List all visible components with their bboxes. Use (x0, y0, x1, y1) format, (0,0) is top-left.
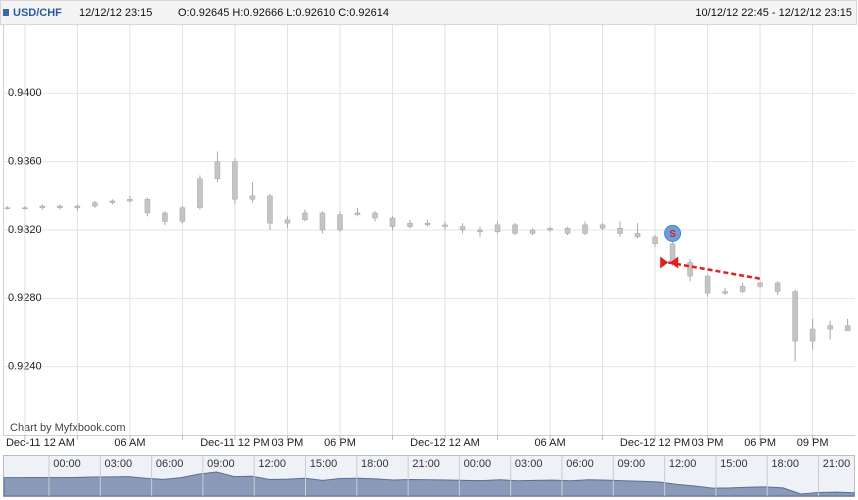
candle-body (337, 214, 343, 231)
x-tick-label: Dec-11 12 PM (200, 437, 270, 449)
trade-entry-marker (660, 256, 679, 269)
x-tick-label: 06 PM (744, 437, 776, 449)
range-end: 12/12/12 23:15 (779, 7, 852, 19)
candle-body (442, 224, 448, 227)
candle-body (652, 236, 658, 244)
navigator-label: 03:00 (105, 458, 133, 470)
navigator-label: 18:00 (771, 458, 799, 470)
candle-body (372, 212, 378, 219)
candle-body (39, 205, 46, 209)
navigator-label: 06:00 (156, 458, 184, 470)
candle-body (792, 291, 798, 342)
candle-body (4, 207, 11, 210)
navigator-label: 12:00 (669, 458, 697, 470)
navigator-label: 00:00 (464, 458, 492, 470)
navigator-label: 21:00 (823, 458, 851, 470)
candle-body (547, 228, 553, 231)
candle-body (57, 205, 63, 209)
x-tick-label: Dec-11 12 AM (6, 437, 75, 449)
candle-body (162, 212, 168, 222)
navigator-label: 18:00 (361, 458, 389, 470)
x-tick-label: Dec-12 12 PM (620, 437, 690, 449)
candle-body (529, 229, 536, 234)
x-tick-label: 06 AM (114, 437, 145, 449)
candle-body (687, 262, 693, 277)
candle-body (389, 217, 396, 227)
candle-body (22, 207, 28, 210)
header-range: 10/12/12 22:45 - 12/12/12 23:15 (695, 7, 852, 19)
navigator-label: 00:00 (53, 458, 81, 470)
candle-body (249, 195, 256, 200)
candle-body (774, 282, 781, 292)
symbol-icon (3, 9, 9, 16)
candle-body (844, 325, 851, 332)
x-tick-label: 06 AM (534, 437, 565, 449)
navigator-label: 15:00 (720, 458, 748, 470)
candle-body (757, 282, 763, 287)
candle-body (354, 212, 361, 215)
navigator-label: 21:00 (412, 458, 440, 470)
candle-body (267, 195, 273, 224)
candle-body (319, 212, 326, 231)
navigator-label: 15:00 (310, 458, 338, 470)
candle-body (564, 228, 571, 234)
navigator-label: 03:00 (515, 458, 543, 470)
candle-body (634, 233, 641, 238)
navigator-label: 06:00 (566, 458, 594, 470)
candle-body (582, 224, 588, 234)
candle-body (809, 328, 816, 342)
candle-body (92, 202, 98, 207)
candle-body (494, 224, 501, 232)
candle-body (459, 226, 466, 231)
candle-body (232, 161, 238, 200)
header-bar (0, 0, 857, 25)
x-tick-label: 03 PM (692, 437, 724, 449)
candle-body (214, 161, 221, 180)
candle-body (512, 224, 518, 234)
navigator-area (3, 471, 855, 497)
candle-body (599, 224, 606, 229)
symbol: USD/CHF (13, 7, 62, 19)
candle-body (74, 205, 81, 209)
navigator-label: 09:00 (207, 458, 235, 470)
candle-body (197, 178, 203, 209)
candle-body (144, 199, 151, 214)
x-tick-label: 06 PM (324, 437, 356, 449)
x-tick-label: Dec-12 12 AM (410, 437, 480, 449)
x-tick-label: 03 PM (272, 437, 304, 449)
range-start: 10/12/12 22:45 (695, 7, 768, 19)
header-ohlc: O:0.92645 H:0.92666 L:0.92610 C:0.92614 (178, 7, 389, 19)
candle-body (827, 325, 833, 330)
candle-body (722, 291, 728, 294)
header-time: 12/12/12 23:15 (79, 7, 152, 19)
credit: Chart by Myfxbook.com (10, 422, 126, 434)
candle-body (302, 212, 308, 221)
navigator-label: 12:00 (258, 458, 286, 470)
candle-body (407, 222, 413, 227)
candle-body (127, 199, 133, 202)
candle-body (739, 286, 746, 292)
candle-body (617, 228, 623, 234)
candle-body (109, 200, 116, 203)
annotation-label: S (669, 229, 676, 240)
navigator: 00:00 03:00 06:00 09:00 12:00 15:00 18:00 21:00… (3, 455, 855, 497)
x-tick-label: 09 PM (797, 437, 829, 449)
candle-body (179, 207, 186, 222)
navigator-label: 09:00 (618, 458, 646, 470)
candle-body (704, 275, 711, 294)
candle-body (424, 222, 431, 226)
candle-body (477, 229, 483, 232)
candle-body (284, 219, 291, 224)
annotation-marker (664, 224, 682, 242)
